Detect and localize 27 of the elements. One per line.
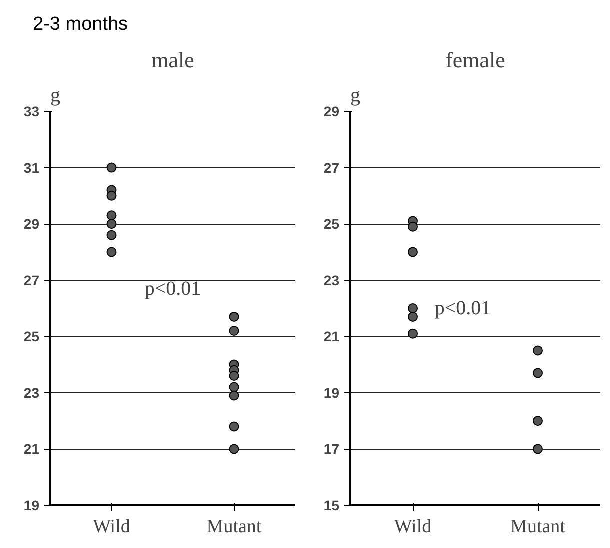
x-tick-label: Mutant: [206, 516, 262, 538]
y-tick-label: 23: [24, 384, 40, 401]
y-tick-label: 25: [24, 328, 40, 345]
x-tick-label: Mutant: [510, 516, 566, 538]
y-axis-title: g: [50, 84, 60, 106]
x-tick-label: Wild: [93, 516, 131, 538]
y-tick-label: 21: [324, 328, 340, 345]
y-tick-label: 23: [324, 272, 340, 288]
chart-title: female: [446, 48, 506, 72]
y-tick-label: 25: [324, 216, 340, 232]
annotation: p<0.01: [434, 298, 492, 320]
y-tick-label: 33: [24, 104, 40, 120]
y-tick-label: 17: [324, 441, 340, 458]
y-tick-label: 29: [24, 216, 40, 232]
y-tick-label: 19: [324, 384, 340, 401]
annotation: p<0.01: [144, 278, 202, 300]
y-tick-label: 19: [24, 498, 40, 514]
text: 2-3 months: [33, 13, 128, 37]
y-tick-label: 27: [324, 160, 340, 176]
y-axis-title: g: [350, 84, 360, 106]
y-tick-label: 15: [324, 498, 340, 514]
y-tick-label: 27: [24, 272, 40, 288]
y-tick-label: 29: [324, 104, 340, 120]
y-tick-label: 21: [24, 441, 40, 458]
x-tick-label: Wild: [394, 516, 432, 538]
chart-title: male: [152, 48, 194, 72]
y-tick-label: 31: [24, 160, 40, 176]
